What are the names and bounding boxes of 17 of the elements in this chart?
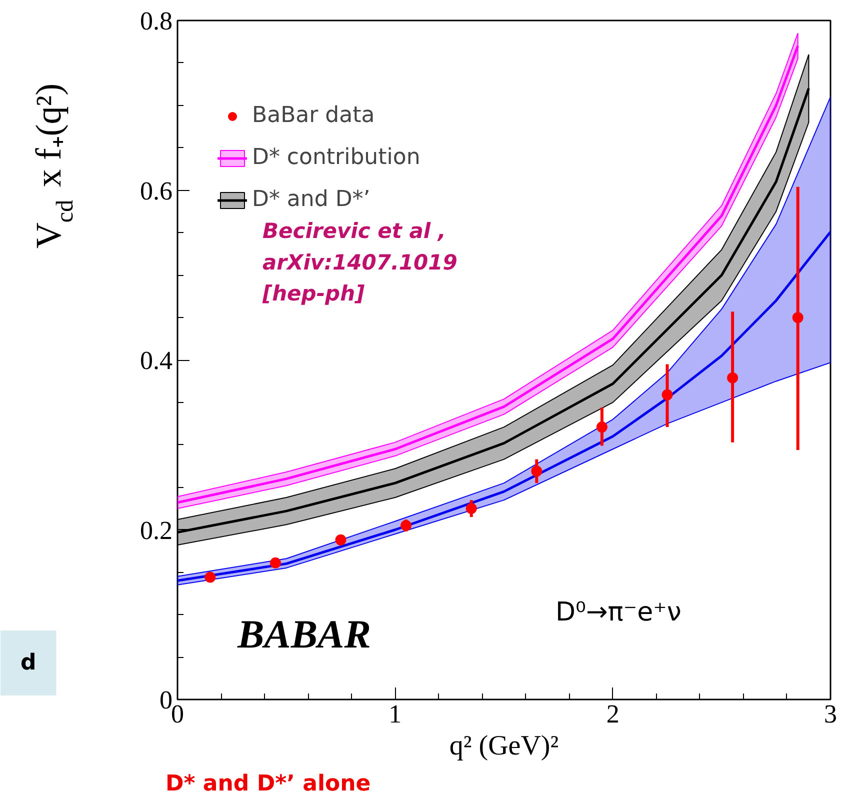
text: d — [20, 650, 36, 676]
y-tick-label: 0.2 — [140, 516, 172, 545]
legend-label: BaBar data — [252, 103, 375, 128]
annotation: Becirevic et al , arXiv:1407.1019 [hep-ph] — [262, 219, 458, 306]
x-tick-label: 3 — [824, 700, 837, 728]
annotation: D⁰→π⁻e⁺ν — [556, 598, 682, 628]
y-axis-title: Vcd x f₊(q²) — [28, 83, 78, 248]
text: D* and D*’ alone — [166, 772, 371, 796]
legend-label: D* and D*’ — [252, 187, 370, 212]
x-tick-label: 1 — [388, 700, 402, 728]
x-axis-title: q² (GeV)² — [449, 730, 559, 762]
y-tick-label: 0.8 — [140, 6, 172, 36]
y-tick-label: 0.6 — [140, 176, 172, 206]
legend-label: D* contribution — [252, 145, 420, 170]
annotation: BABAR — [236, 612, 371, 656]
x-tick-label: 2 — [606, 700, 620, 728]
y-tick-label: 0.4 — [140, 346, 172, 375]
